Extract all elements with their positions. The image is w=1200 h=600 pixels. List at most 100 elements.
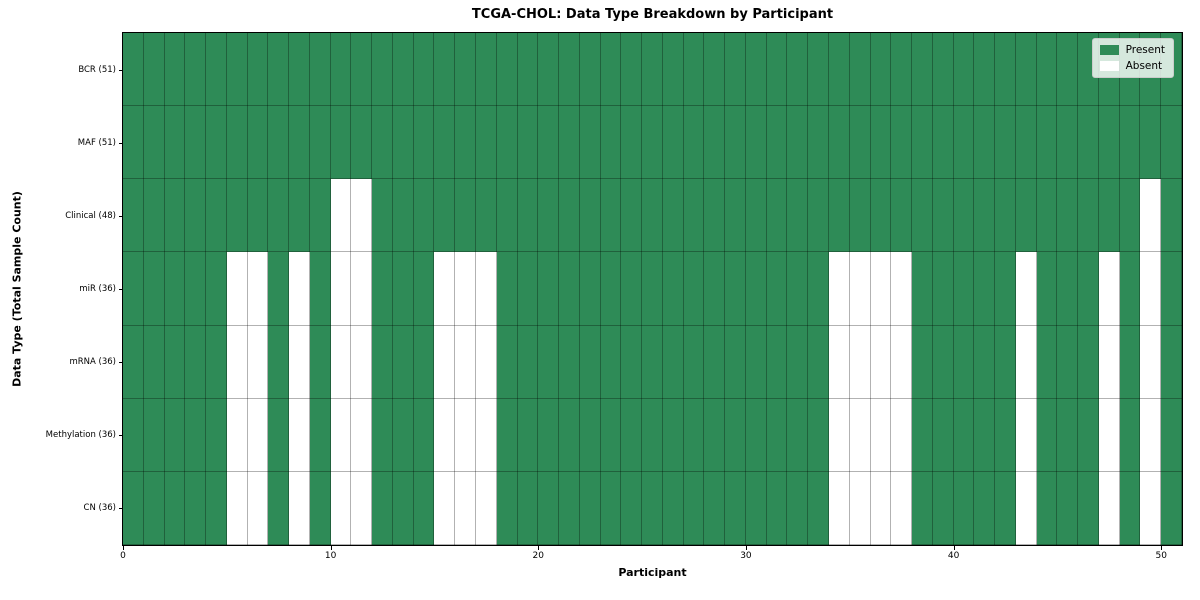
heatmap-cell: [579, 33, 601, 107]
heatmap-cell: [206, 106, 227, 180]
heatmap-cell: [995, 398, 1016, 472]
heatmap-cell: [268, 471, 290, 545]
heatmap-cell: [1140, 325, 1162, 399]
heatmap-cell: [912, 106, 933, 180]
heatmap-cell: [123, 106, 144, 180]
heatmap-cell: [787, 106, 809, 180]
heatmap-cell: [849, 33, 871, 107]
heatmap-cell: [808, 325, 829, 399]
heatmap-cell: [372, 179, 393, 253]
heatmap-cell: [1078, 471, 1099, 545]
heatmap-cell: [455, 33, 476, 107]
heatmap-cell: [808, 33, 829, 107]
x-tick-label: 0: [120, 551, 126, 561]
heatmap-cell: [1078, 398, 1099, 472]
heatmap-cell: [828, 179, 850, 253]
heatmap-cell: [704, 106, 726, 180]
heatmap-cell: [953, 398, 975, 472]
heatmap-cell: [289, 325, 310, 399]
heatmap-cell: [787, 471, 809, 545]
heatmap-cell: [1036, 252, 1058, 326]
heatmap-cell: [1057, 398, 1079, 472]
heatmap-cell: [704, 325, 726, 399]
heatmap-cell: [1098, 325, 1120, 399]
heatmap-cell: [600, 33, 622, 107]
heatmap-cell: [600, 471, 622, 545]
heatmap-cell: [662, 106, 684, 180]
heatmap-cell: [870, 252, 892, 326]
heatmap-cell: [621, 106, 643, 180]
heatmap-cell: [1036, 179, 1058, 253]
heatmap-cell: [849, 471, 871, 545]
heatmap-cell: [206, 179, 227, 253]
heatmap-cell: [289, 252, 310, 326]
heatmap-cell: [455, 106, 476, 180]
heatmap-cell: [330, 471, 352, 545]
heatmap-cell: [309, 33, 331, 107]
heatmap-cell: [226, 179, 248, 253]
heatmap-cell: [351, 33, 373, 107]
heatmap-cell: [1036, 106, 1058, 180]
heatmap-cell: [143, 471, 165, 545]
heatmap-cell: [309, 252, 331, 326]
heatmap-cell: [1140, 252, 1162, 326]
heatmap-cell: [787, 398, 809, 472]
heatmap-cell: [891, 179, 913, 253]
heatmap-cell: [309, 471, 331, 545]
x-axis-label: Participant: [618, 566, 687, 579]
heatmap-cell: [185, 179, 207, 253]
heatmap-cell: [455, 471, 476, 545]
heatmap-cell: [289, 398, 310, 472]
x-tick-mark: [1161, 546, 1163, 550]
heatmap-cell: [309, 106, 331, 180]
heatmap-cell: [600, 252, 622, 326]
heatmap-grid: [123, 33, 1182, 545]
heatmap-cell: [559, 106, 580, 180]
heatmap-cell: [725, 179, 746, 253]
heatmap-cell: [164, 471, 186, 545]
heatmap-cell: [891, 33, 913, 107]
heatmap-cell: [579, 471, 601, 545]
heatmap-cell: [289, 33, 310, 107]
heatmap-cell: [600, 325, 622, 399]
heatmap-cell: [849, 179, 871, 253]
heatmap-cell: [1057, 33, 1079, 107]
heatmap-cell: [206, 471, 227, 545]
heatmap-cell: [143, 33, 165, 107]
heatmap-cell: [974, 398, 996, 472]
heatmap-cell: [995, 252, 1016, 326]
heatmap-cell: [268, 179, 290, 253]
heatmap-cell: [642, 33, 663, 107]
legend-item-absent: Absent: [1099, 60, 1165, 72]
heatmap-cell: [268, 325, 290, 399]
heatmap-cell: [517, 325, 539, 399]
heatmap-cell: [559, 179, 580, 253]
heatmap-cell: [247, 398, 269, 472]
heatmap-cell: [600, 179, 622, 253]
heatmap-cell: [974, 325, 996, 399]
heatmap-cell: [1057, 106, 1079, 180]
heatmap-cell: [1140, 106, 1162, 180]
y-tick-mark: [119, 215, 123, 217]
heatmap-cell: [621, 252, 643, 326]
heatmap-cell: [372, 252, 393, 326]
x-tick-label: 40: [947, 551, 960, 561]
heatmap-cell: [475, 325, 497, 399]
heatmap-cell: [766, 398, 788, 472]
heatmap-cell: [787, 179, 809, 253]
heatmap-cell: [392, 106, 414, 180]
heatmap-cell: [870, 33, 892, 107]
absent-swatch-icon: [1099, 61, 1119, 71]
heatmap-cell: [123, 325, 144, 399]
heatmap-cell: [123, 471, 144, 545]
heatmap-cell: [953, 471, 975, 545]
heatmap-cell: [912, 179, 933, 253]
heatmap-cell: [1119, 398, 1141, 472]
y-tick-mark: [119, 289, 123, 290]
heatmap-cell: [891, 252, 913, 326]
heatmap-cell: [662, 33, 684, 107]
heatmap-cell: [849, 106, 871, 180]
heatmap-cell: [932, 179, 954, 253]
heatmap-cell: [247, 106, 269, 180]
heatmap-cell: [808, 179, 829, 253]
